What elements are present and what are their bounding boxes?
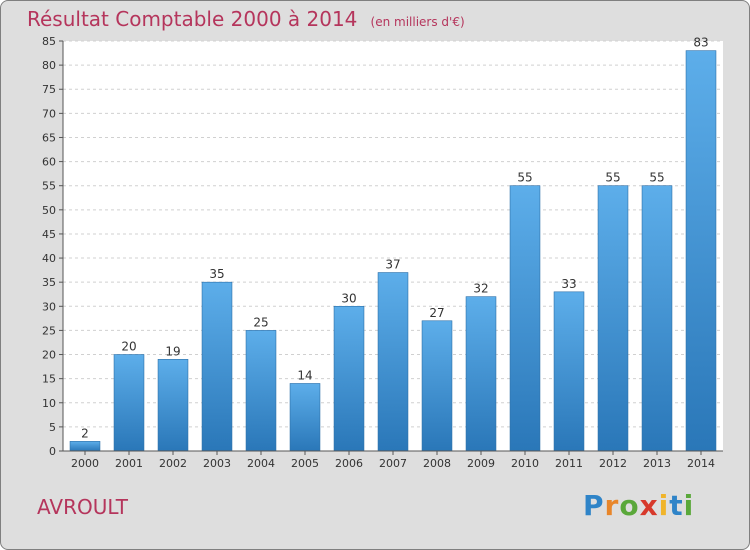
x-tick-label-2011: 2011	[555, 457, 583, 470]
bar-2009	[465, 296, 497, 452]
x-tick-label-2010: 2010	[511, 457, 539, 470]
data-label-2004: 25	[253, 315, 268, 329]
bar-2007	[377, 272, 409, 452]
data-label-2006: 30	[341, 291, 356, 305]
x-tick-label-2014: 2014	[687, 457, 715, 470]
bar-2002	[157, 359, 189, 452]
x-tick-label-2013: 2013	[643, 457, 671, 470]
bar-2006	[333, 305, 365, 452]
y-tick-label: 20	[42, 349, 56, 362]
commune-name: AVROULT	[37, 495, 128, 519]
x-tick-label-2008: 2008	[423, 457, 451, 470]
data-label-2009: 32	[473, 282, 488, 296]
y-tick-label: 70	[42, 107, 56, 120]
data-label-2013: 55	[649, 171, 664, 185]
bar-2014	[685, 50, 717, 452]
bar-2010	[509, 185, 541, 452]
data-label-2007: 37	[385, 258, 400, 272]
data-label-2014: 83	[693, 36, 708, 50]
x-tick-label-2003: 2003	[203, 457, 231, 470]
data-label-2002: 19	[165, 344, 180, 358]
data-label-2003: 35	[209, 267, 224, 281]
y-tick-label: 10	[42, 397, 56, 410]
y-tick-label: 40	[42, 252, 56, 265]
y-tick-label: 35	[42, 276, 56, 289]
bar-2005	[289, 383, 321, 452]
x-tick-label-2002: 2002	[159, 457, 187, 470]
y-tick-label: 80	[42, 59, 56, 72]
x-tick-label-2006: 2006	[335, 457, 363, 470]
data-label-2012: 55	[605, 171, 620, 185]
bar-2004	[245, 330, 277, 452]
x-tick-label-2009: 2009	[467, 457, 495, 470]
x-tick-label-2004: 2004	[247, 457, 275, 470]
data-label-2010: 55	[517, 171, 532, 185]
title-unit: (en milliers d'€)	[370, 15, 465, 29]
y-tick-label: 25	[42, 324, 56, 337]
x-axis-ticks: 2000 2001 2002 2003 2004 2005 2006 2007 2008 2009…	[71, 451, 715, 470]
data-label-2008: 27	[429, 306, 444, 320]
y-tick-label: 60	[42, 156, 56, 169]
x-tick-label-2012: 2012	[599, 457, 627, 470]
x-tick-label-2005: 2005	[291, 457, 319, 470]
data-label-2005: 14	[297, 368, 312, 382]
y-tick-label: 30	[42, 300, 56, 313]
y-tick-label: 85	[42, 35, 56, 48]
bar-2013	[641, 185, 673, 452]
bars	[69, 50, 717, 452]
y-tick-label: 50	[42, 204, 56, 217]
data-labels: 2 20 19 35 25 14 30 37 27 32 55 33 55 55 83	[81, 36, 708, 441]
chart-title: Résultat Comptable 2000 à 2014 (en milli…	[27, 7, 465, 31]
y-tick-label: 75	[42, 83, 56, 96]
bar-2003	[201, 281, 233, 452]
y-tick-label: 5	[49, 421, 56, 434]
data-label-2000: 2	[81, 426, 89, 440]
x-tick-label-2000: 2000	[71, 457, 99, 470]
proxiti-logo: Proxiti	[583, 489, 695, 522]
y-tick-label: 55	[42, 180, 56, 193]
y-tick-label: 65	[42, 131, 56, 144]
x-tick-label-2007: 2007	[379, 457, 407, 470]
data-label-2011: 33	[561, 277, 576, 291]
y-tick-label: 15	[42, 373, 56, 386]
data-label-2001: 20	[121, 340, 136, 354]
bar-2000	[69, 441, 101, 452]
bar-2012	[597, 185, 629, 452]
bar-2008	[421, 320, 453, 452]
bar-2011	[553, 291, 585, 452]
y-tick-label: 0	[49, 445, 56, 458]
x-tick-label-2001: 2001	[115, 457, 143, 470]
title-main: Résultat Comptable 2000 à 2014	[27, 7, 358, 31]
y-tick-label: 45	[42, 228, 56, 241]
bar-2001	[113, 354, 145, 452]
